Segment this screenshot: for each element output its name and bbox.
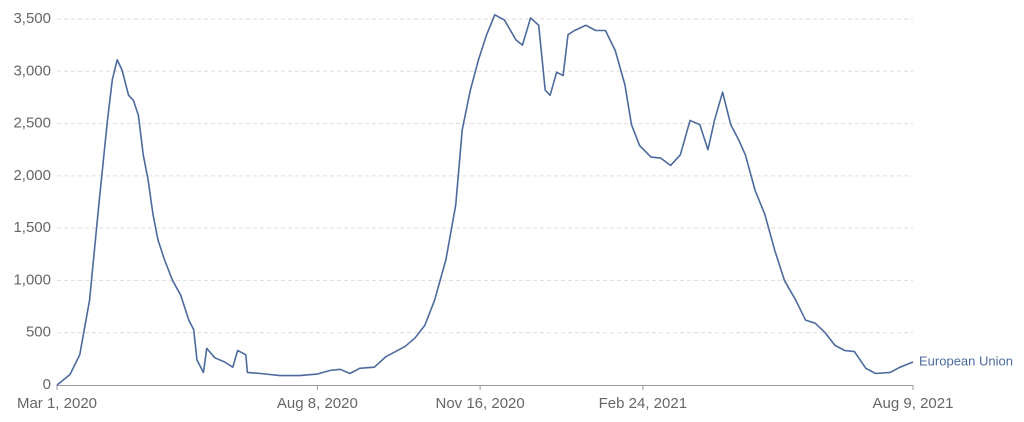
x-tick-label: Aug 8, 2020	[277, 395, 358, 412]
line	[56, 14, 914, 386]
x-tick-label: Feb 24, 2021	[599, 395, 687, 412]
y-tick-label: 500	[26, 324, 51, 341]
y-tick-label: 3,000	[13, 62, 51, 79]
y-tick-label: 1,500	[13, 219, 51, 236]
y-tick-label: 2,500	[13, 115, 51, 132]
x-tick-label: Aug 9, 2021	[873, 395, 954, 412]
x-tick-label: Mar 1, 2020	[17, 395, 97, 412]
x-tick-label: Nov 16, 2020	[436, 395, 525, 412]
series-label: European Union	[919, 353, 1013, 368]
y-tick-label: 0	[43, 376, 51, 393]
y-tick-label: 2,000	[13, 167, 51, 184]
y-tick-label: 1,000	[13, 271, 51, 288]
y-tick-label: 3,500	[13, 10, 51, 27]
